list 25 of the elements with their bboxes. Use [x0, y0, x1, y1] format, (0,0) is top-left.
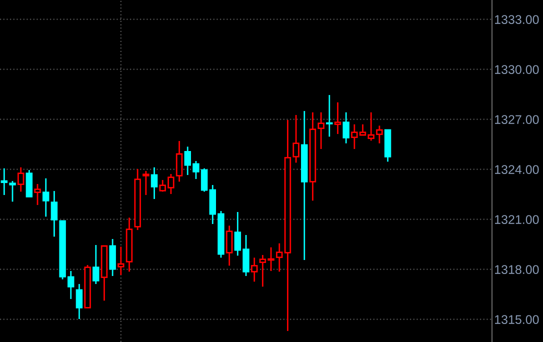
candlestick	[150, 166, 158, 200]
candlestick	[17, 166, 24, 192]
candlestick	[250, 256, 258, 282]
candlestick	[334, 102, 342, 135]
y-tick-label: 1321.00	[495, 215, 539, 224]
candlestick	[26, 169, 33, 198]
y-tick-label: 1330.00	[495, 65, 539, 74]
candlestick	[118, 246, 124, 276]
y-tick-label: 1318.00	[495, 265, 539, 274]
candlestick	[326, 94, 333, 138]
y-tick-label: 1333.00	[495, 15, 539, 24]
candlestick	[276, 242, 283, 272]
y-tick-label: 1327.00	[495, 115, 539, 124]
candlestick	[42, 178, 50, 218]
candlestick	[109, 238, 116, 277]
candlestick	[142, 170, 150, 196]
y-tick-label: 1324.00	[495, 165, 539, 174]
candlestick	[76, 283, 83, 320]
candlestick	[226, 224, 233, 266]
candlestick	[50, 190, 58, 238]
candlestick	[34, 183, 41, 206]
y-tick-label: 1315.00	[495, 315, 539, 324]
candlestick	[176, 140, 183, 182]
candlestick	[342, 112, 350, 144]
candlestick	[92, 244, 100, 285]
